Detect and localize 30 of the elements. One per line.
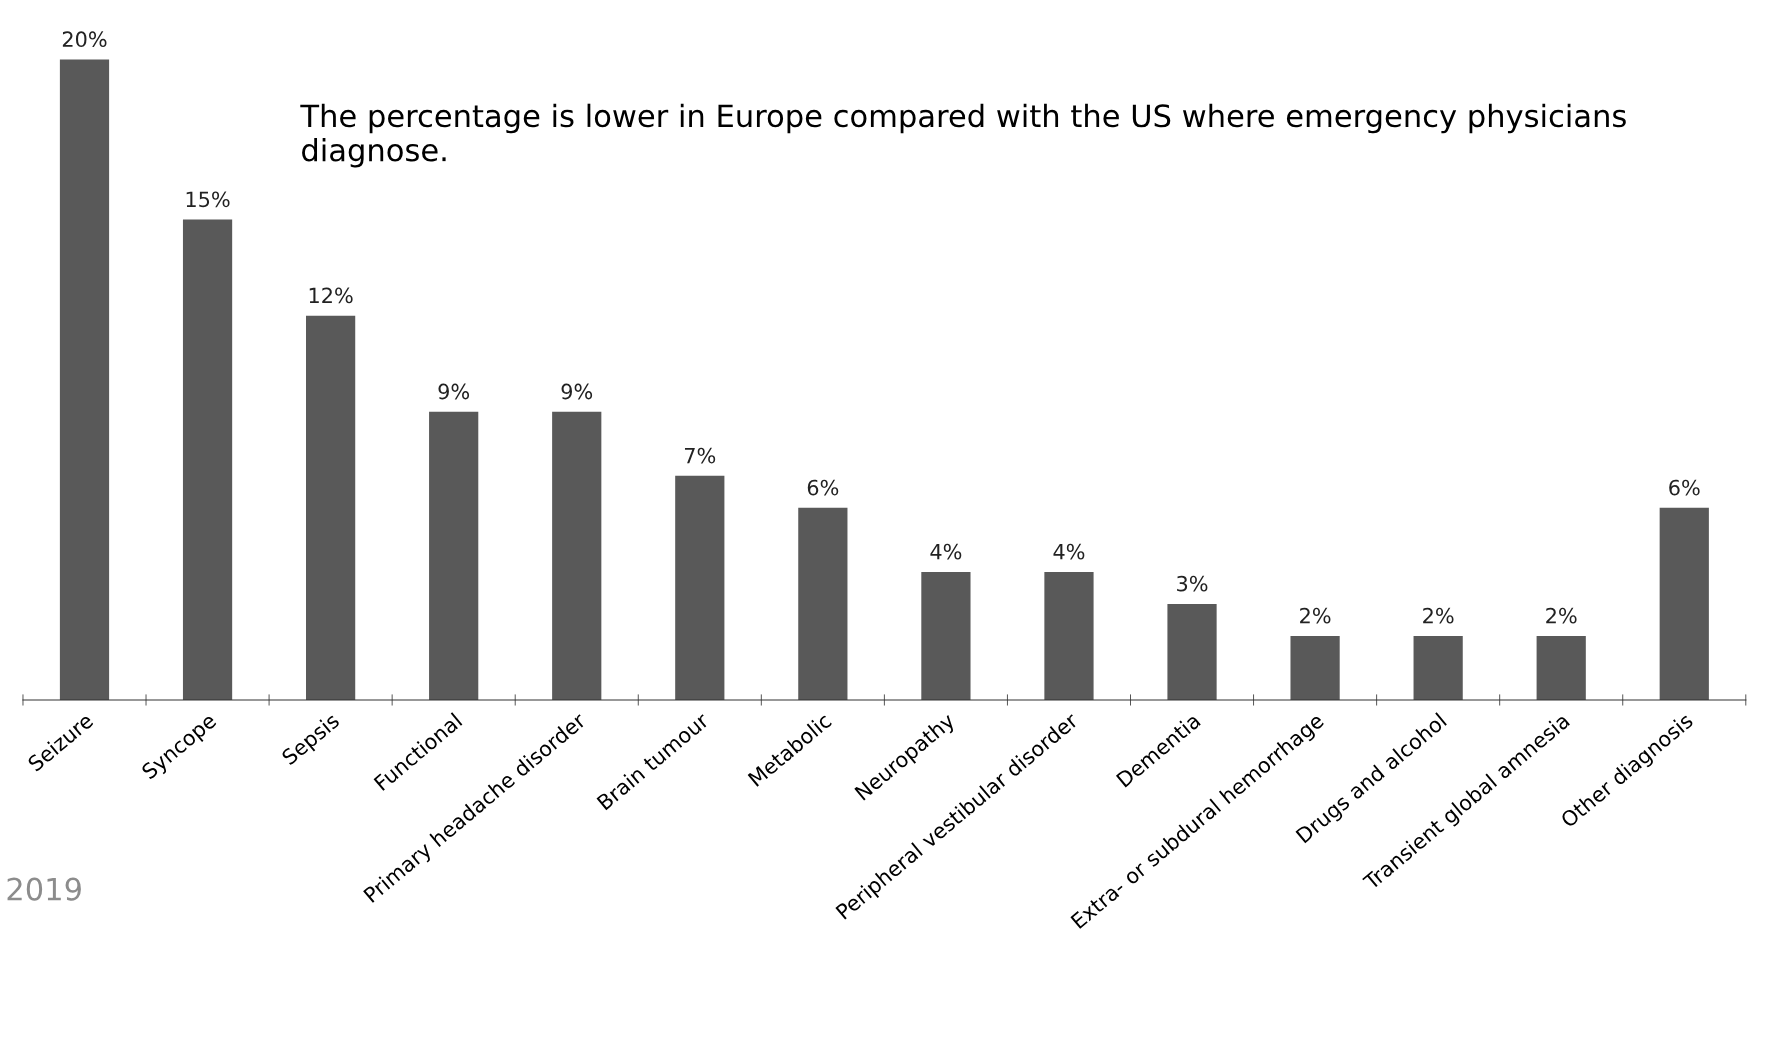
- data-label: 20%: [62, 31, 107, 48]
- data-label: 2%: [1300, 607, 1331, 624]
- data-label: 9%: [561, 383, 593, 400]
- data-label: 3%: [1177, 575, 1208, 592]
- data-label: 7%: [684, 447, 716, 464]
- data-label: 4%: [930, 543, 962, 560]
- data-label: 6%: [807, 479, 839, 496]
- bar: [921, 571, 971, 700]
- bar: [1167, 603, 1217, 700]
- text: 2019: [7, 877, 81, 901]
- data-label: 15%: [186, 191, 230, 208]
- data-label: 9%: [438, 383, 470, 400]
- data-label: 2%: [1546, 607, 1577, 624]
- bar: [1413, 635, 1463, 700]
- bar: [1290, 635, 1340, 700]
- bar: [1536, 635, 1586, 700]
- data-label: 2%: [1423, 607, 1454, 624]
- bar: [552, 411, 602, 700]
- bar: [1044, 571, 1094, 700]
- data-label: 6%: [1669, 479, 1700, 496]
- annotation: The percentage is lower in Europe compared with the US where emergency physicians diagnose.: [300, 103, 1626, 168]
- bar: [1659, 507, 1709, 700]
- bar: [675, 475, 725, 700]
- data-label: 12%: [309, 287, 353, 304]
- bar: [798, 507, 848, 700]
- bar: [59, 59, 110, 700]
- bar: [306, 315, 356, 700]
- data-label: 4%: [1053, 543, 1085, 560]
- bar: [182, 219, 233, 700]
- bar: [429, 411, 479, 700]
